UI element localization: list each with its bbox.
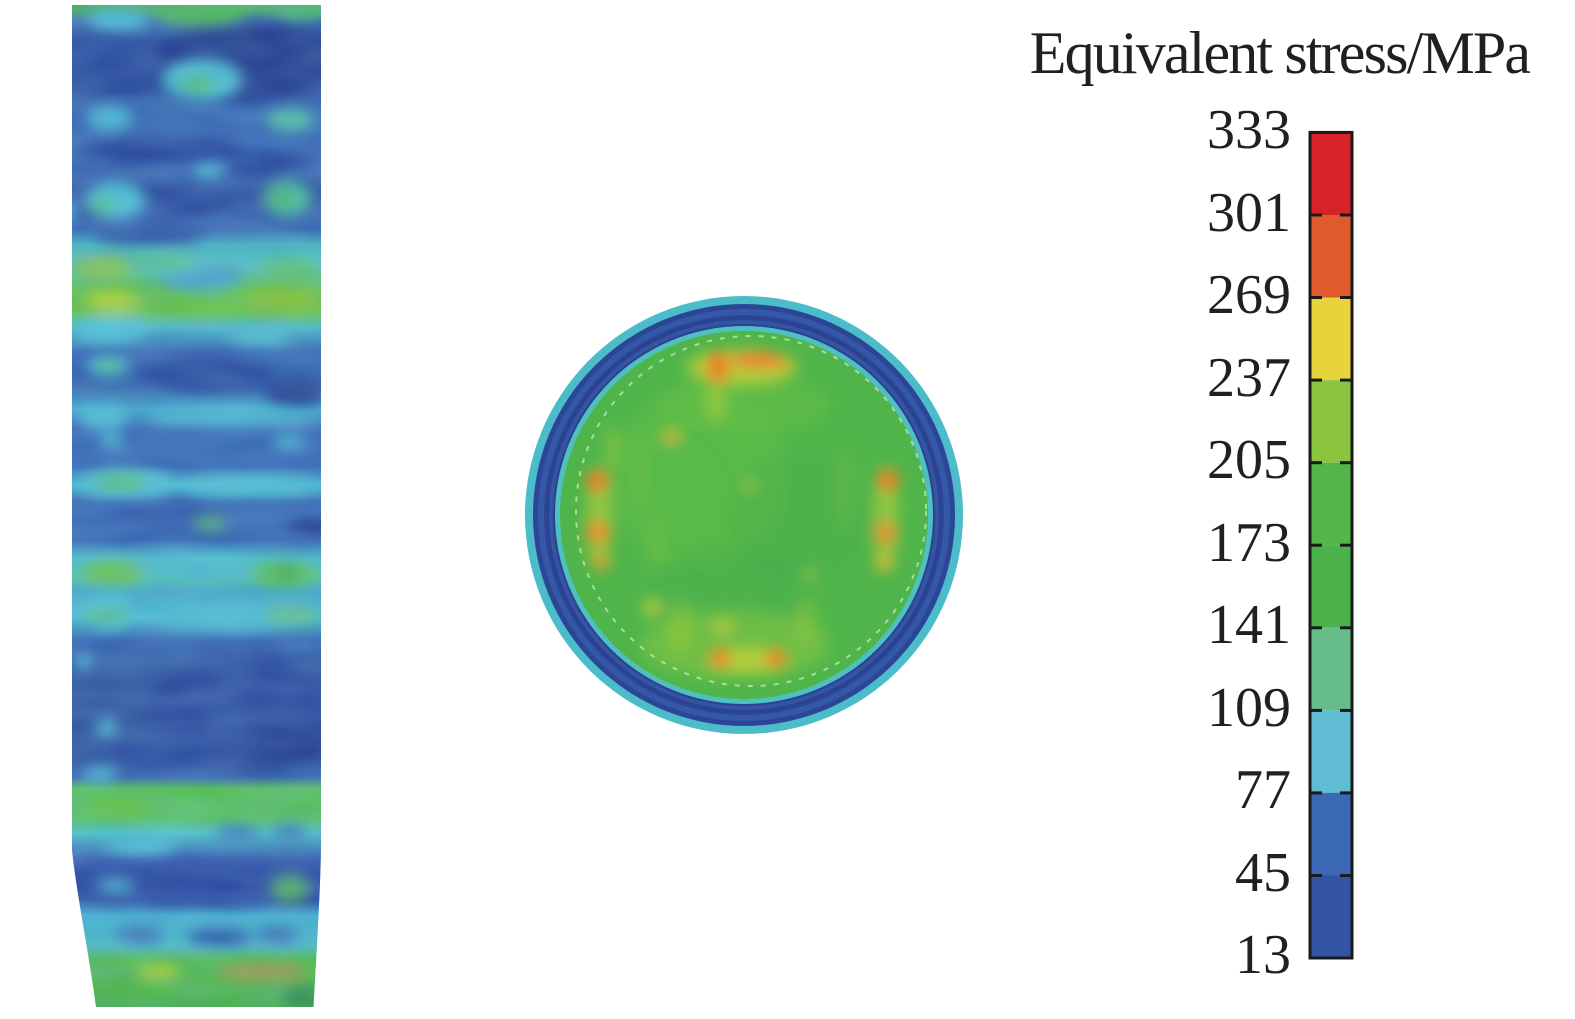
svg-text:141: 141 — [1207, 594, 1291, 656]
svg-text:237: 237 — [1207, 347, 1291, 409]
svg-text:333: 333 — [1207, 99, 1291, 161]
svg-text:77: 77 — [1235, 759, 1291, 821]
svg-text:301: 301 — [1207, 182, 1291, 244]
svg-text:45: 45 — [1235, 842, 1291, 904]
svg-text:173: 173 — [1207, 512, 1291, 574]
svg-text:Equivalent stress/MPa: Equivalent stress/MPa — [1030, 20, 1531, 86]
svg-text:269: 269 — [1207, 264, 1291, 326]
svg-text:109: 109 — [1207, 677, 1291, 739]
svg-text:205: 205 — [1207, 429, 1291, 491]
svg-text:13: 13 — [1235, 924, 1291, 986]
